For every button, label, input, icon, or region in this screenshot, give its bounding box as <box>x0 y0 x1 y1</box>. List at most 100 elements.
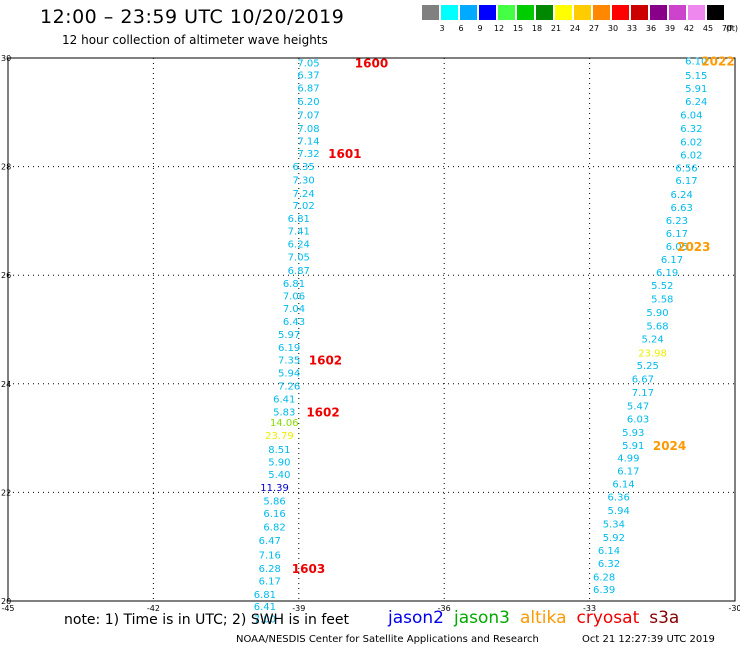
wave-height-point: 6.17 <box>675 176 697 187</box>
y-tick-label: 24 <box>1 380 11 389</box>
wave-height-point: 6.24 <box>671 190 693 201</box>
wave-height-point: 6.14 <box>612 480 634 491</box>
scale-swatch <box>555 5 572 20</box>
wave-height-point: 6.82 <box>263 523 285 534</box>
wave-height-point: 5.15 <box>685 71 707 82</box>
x-tick-label: -39 <box>292 604 305 613</box>
satellite-legend: jason2 jason3 altika cryosat s3a <box>388 608 689 628</box>
pass-time-label: 1602 <box>306 405 339 419</box>
wave-height-point: 6.41 <box>273 394 295 405</box>
wave-height-point: 6.17 <box>666 229 688 240</box>
wave-height-point: 7.00 <box>254 614 276 625</box>
scale-swatch <box>479 5 496 20</box>
scale-swatch <box>517 5 534 20</box>
wave-height-point: 6.81 <box>254 590 276 601</box>
wave-height-point: 5.90 <box>646 308 668 319</box>
wave-height-point: 7.04 <box>283 304 305 315</box>
wave-height-point: 5.24 <box>641 335 663 346</box>
chart-subtitle: 12 hour collection of altimeter wave hei… <box>62 33 328 47</box>
wave-height-point: 6.32 <box>680 124 702 135</box>
wave-height-point: 6.41 <box>254 602 276 613</box>
wave-height-point: 7.05 <box>297 58 319 69</box>
pass-time-label: 2022 <box>701 55 734 69</box>
wave-height-point: 5.86 <box>263 497 285 508</box>
wave-height-point: 4.99 <box>617 454 639 465</box>
wave-height-point: 6.24 <box>685 97 707 108</box>
legend-cryosat: cryosat <box>576 608 640 628</box>
pass-time-label: 2023 <box>677 240 710 254</box>
pass-time-label: 1600 <box>355 56 388 70</box>
wave-height-point: 6.17 <box>661 255 683 266</box>
wave-height-point: 6.14 <box>598 546 620 557</box>
footer-note: note: 1) Time is in UTC; 2) SWH is in fe… <box>64 612 350 628</box>
scale-tick-label: 27 <box>588 24 600 33</box>
wave-height-point: 7.07 <box>297 110 319 121</box>
pass-time-label: 1603 <box>292 562 325 576</box>
scale-swatch <box>593 5 610 20</box>
scale-tick-label: 12 <box>493 24 505 33</box>
scale-swatch <box>650 5 667 20</box>
scale-unit-label: (ft) <box>725 24 739 33</box>
wave-height-point: 7.35 <box>278 355 300 366</box>
scale-tick-label: 21 <box>550 24 562 33</box>
wave-height-point: 8.51 <box>268 445 290 456</box>
legend-altika: altika <box>520 608 567 628</box>
wave-height-point: 11.39 <box>260 483 289 494</box>
pass-time-label: 2024 <box>653 439 686 453</box>
wave-height-point: 7.16 <box>259 550 281 561</box>
legend-jason3: jason3 <box>454 608 510 628</box>
scale-swatch <box>536 5 553 20</box>
scale-tick-label: 42 <box>683 24 695 33</box>
scale-swatch <box>707 5 724 20</box>
y-tick-label: 22 <box>1 488 11 497</box>
pass-time-label: 1601 <box>328 147 361 161</box>
pass-time-label: 1602 <box>309 353 342 367</box>
wave-height-point: 6.05 <box>666 242 688 253</box>
x-tick-label: -45 <box>1 604 14 613</box>
wave-height-point: 6.39 <box>593 585 615 596</box>
wave-height-point: 6.16 <box>263 509 285 520</box>
wave-height-point: 5.91 <box>685 84 707 95</box>
wave-height-point: 6.19 <box>278 343 300 354</box>
wave-height-point: 5.94 <box>608 506 630 517</box>
wave-height-point: 6.23 <box>666 216 688 227</box>
y-tick-label: 26 <box>1 271 11 280</box>
wave-height-point: 6.36 <box>608 493 630 504</box>
wave-height-point: 7.30 <box>293 176 315 187</box>
scale-tick-label: 36 <box>645 24 657 33</box>
wave-height-point: 7.06 <box>283 291 305 302</box>
wave-height-point: 23.98 <box>638 348 667 359</box>
wave-height-point: 5.58 <box>651 295 673 306</box>
x-tick-label: -36 <box>438 604 451 613</box>
wave-height-point: 6.28 <box>593 573 615 584</box>
wave-height-point: 7.05 <box>288 253 310 264</box>
scale-swatch <box>688 5 705 20</box>
wave-height-point: 7.08 <box>297 124 319 135</box>
wave-height-point: 6.87 <box>288 266 310 277</box>
wave-height-point: 6.10 <box>685 57 707 68</box>
wave-height-point: 7.02 <box>293 201 315 212</box>
x-tick-label: -42 <box>147 604 160 613</box>
scale-tick-label: 18 <box>531 24 543 33</box>
legend-jason2: jason2 <box>388 608 444 628</box>
wave-height-point: 5.92 <box>603 533 625 544</box>
wave-height-point: 5.91 <box>622 441 644 452</box>
wave-height-point: 6.03 <box>627 415 649 426</box>
wave-height-point: 5.90 <box>268 457 290 468</box>
wave-height-point: 6.17 <box>259 576 281 587</box>
y-tick-label: 30 <box>1 54 11 63</box>
scale-swatch <box>631 5 648 20</box>
scale-tick-label: 9 <box>477 24 483 33</box>
y-tick-label: 20 <box>1 597 11 606</box>
wave-height-point: 6.35 <box>293 162 315 173</box>
wave-height-point: 6.24 <box>288 240 310 251</box>
wave-height-point: 6.02 <box>680 138 702 149</box>
generated-timestamp: Oct 21 12:27:39 UTC 2019 <box>582 634 715 645</box>
x-tick-label: -30 <box>728 604 740 613</box>
scale-tick-label: 6 <box>458 24 464 33</box>
wave-height-point: 14.06 <box>270 418 299 429</box>
scale-swatch <box>612 5 629 20</box>
scale-swatch <box>669 5 686 20</box>
wave-height-point: 7.24 <box>293 189 315 200</box>
wave-height-point: 6.17 <box>617 467 639 478</box>
